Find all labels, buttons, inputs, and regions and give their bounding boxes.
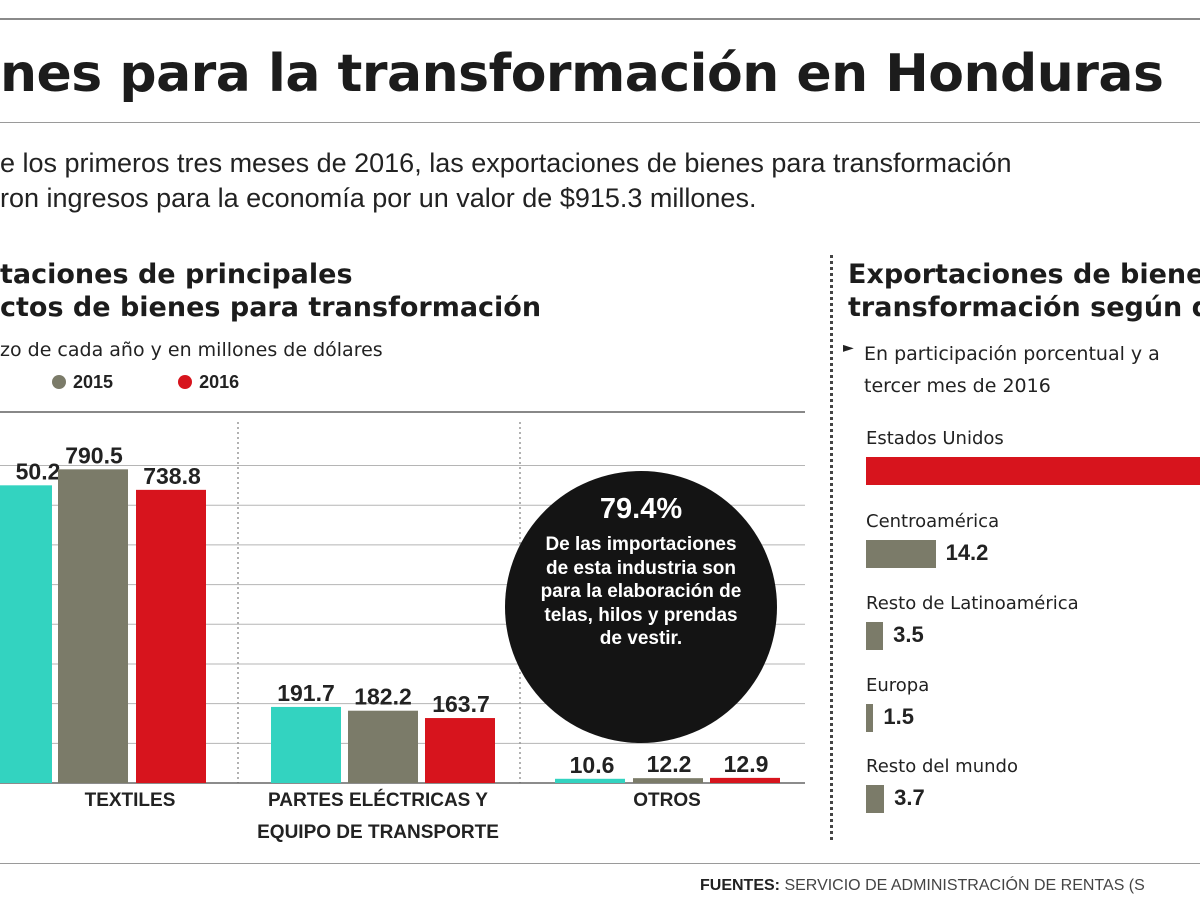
intro-text: e los primeros tres meses de 2016, las e…: [0, 146, 1012, 216]
region-label: Estados Unidos: [866, 428, 1004, 449]
region-value-label: 14.2: [945, 540, 989, 565]
legend-item-2016: 2016: [178, 372, 239, 393]
right-chart-subtitle: En participación porcentual y a tercer m…: [864, 338, 1160, 402]
category-label: TEXTILES: [85, 790, 176, 811]
callout-text: De las importaciones de esta industria s…: [523, 533, 759, 651]
callout-line: de vestir.: [599, 628, 683, 649]
region-label: Resto del mundo: [866, 756, 1018, 777]
title-rule: [0, 122, 1200, 123]
category-label: EQUIPO DE TRANSPORTE: [257, 822, 499, 843]
bar-value-label: 12.2: [647, 751, 692, 777]
left-chart-title-line-1: taciones de principales: [0, 259, 353, 290]
region-bar: [866, 704, 874, 732]
right-chart-subtitle-line-2: tercer mes de 2016: [864, 375, 1051, 397]
legend-item-2015: 2015: [52, 372, 113, 393]
intro-line-1: e los primeros tres meses de 2016, las e…: [0, 148, 1012, 178]
bar-value-label: 50.2: [16, 458, 61, 484]
arrow-icon: ►: [843, 340, 854, 356]
top-rule: [0, 18, 1200, 20]
bar: [136, 489, 206, 783]
bar: [58, 469, 128, 783]
left-chart-title-line-2: ctos de bienes para transformación: [0, 292, 542, 323]
category-label: PARTES ELÉCTRICAS Y: [268, 789, 488, 811]
source-note: FUENTES: SERVICIO DE ADMINISTRACIÓN DE R…: [700, 877, 1145, 895]
right-chart-subtitle-line-1: En participación porcentual y a: [864, 343, 1160, 365]
legend-label-2015: 2015: [73, 372, 114, 392]
region-label: Centroamérica: [866, 511, 1000, 532]
bar-value-label: 182.2: [354, 684, 412, 710]
bar-value-label: 10.6: [570, 752, 615, 778]
bar: [633, 778, 703, 783]
category-label: OTROS: [633, 790, 701, 811]
bar: [0, 485, 52, 783]
bar: [348, 710, 418, 783]
intro-line-2: ron ingresos para la economía por un val…: [0, 183, 757, 213]
region-value-label: 1.5: [883, 704, 914, 729]
bar: [425, 718, 495, 783]
source-label: FUENTES:: [700, 877, 780, 894]
legend-label-2016: 2016: [199, 372, 240, 392]
region-bar: [866, 540, 936, 568]
callout-percent: 79.4%: [599, 493, 683, 525]
region-value-label: 3.7: [894, 785, 925, 810]
callout-line: De las importaciones: [545, 534, 737, 555]
callout-line: telas, hilos y prendas: [544, 604, 738, 626]
region-label: Resto de Latinoamérica: [866, 593, 1079, 614]
bar: [555, 778, 625, 783]
region-label: Europa: [866, 675, 930, 696]
left-chart-subtitle: zo de cada año y en millones de dólares: [0, 339, 383, 361]
bar: [271, 706, 341, 783]
legend-swatch-2015: [52, 375, 66, 389]
bar-value-label: 12.9: [724, 751, 769, 777]
region-bar: [866, 457, 1200, 485]
region-bar: [866, 785, 885, 813]
bottom-rule: [0, 863, 1200, 864]
section-divider: [830, 255, 833, 840]
bar: [710, 777, 780, 783]
right-chart-title-line-2: transformación según d: [848, 292, 1200, 323]
bar-value-label: 790.5: [65, 442, 123, 468]
region-value-label: 3.5: [893, 622, 924, 647]
callout-line: para la elaboración de: [540, 581, 742, 602]
right-chart-title-line-1: Exportaciones de bienes: [848, 259, 1200, 290]
callout-bubble: 79.4% De las importaciones de esta indus…: [505, 471, 777, 743]
left-chart-title: taciones de principales ctos de bienes p…: [0, 258, 541, 324]
bar-value-label: 163.7: [432, 691, 490, 717]
bar-value-label: 191.7: [277, 680, 335, 706]
source-text: SERVICIO DE ADMINISTRACIÓN DE RENTAS (S: [784, 877, 1145, 894]
chart-legend: 2015 2016: [52, 372, 299, 393]
legend-swatch-2016: [178, 375, 193, 389]
callout-line: de esta industria son: [545, 557, 737, 579]
region-bar: [866, 622, 884, 650]
page-title: nes para la transformación en Honduras: [0, 44, 1164, 104]
bar-value-label: 738.8: [143, 463, 201, 489]
right-chart-title: Exportaciones de bienes transformación s…: [848, 258, 1200, 324]
